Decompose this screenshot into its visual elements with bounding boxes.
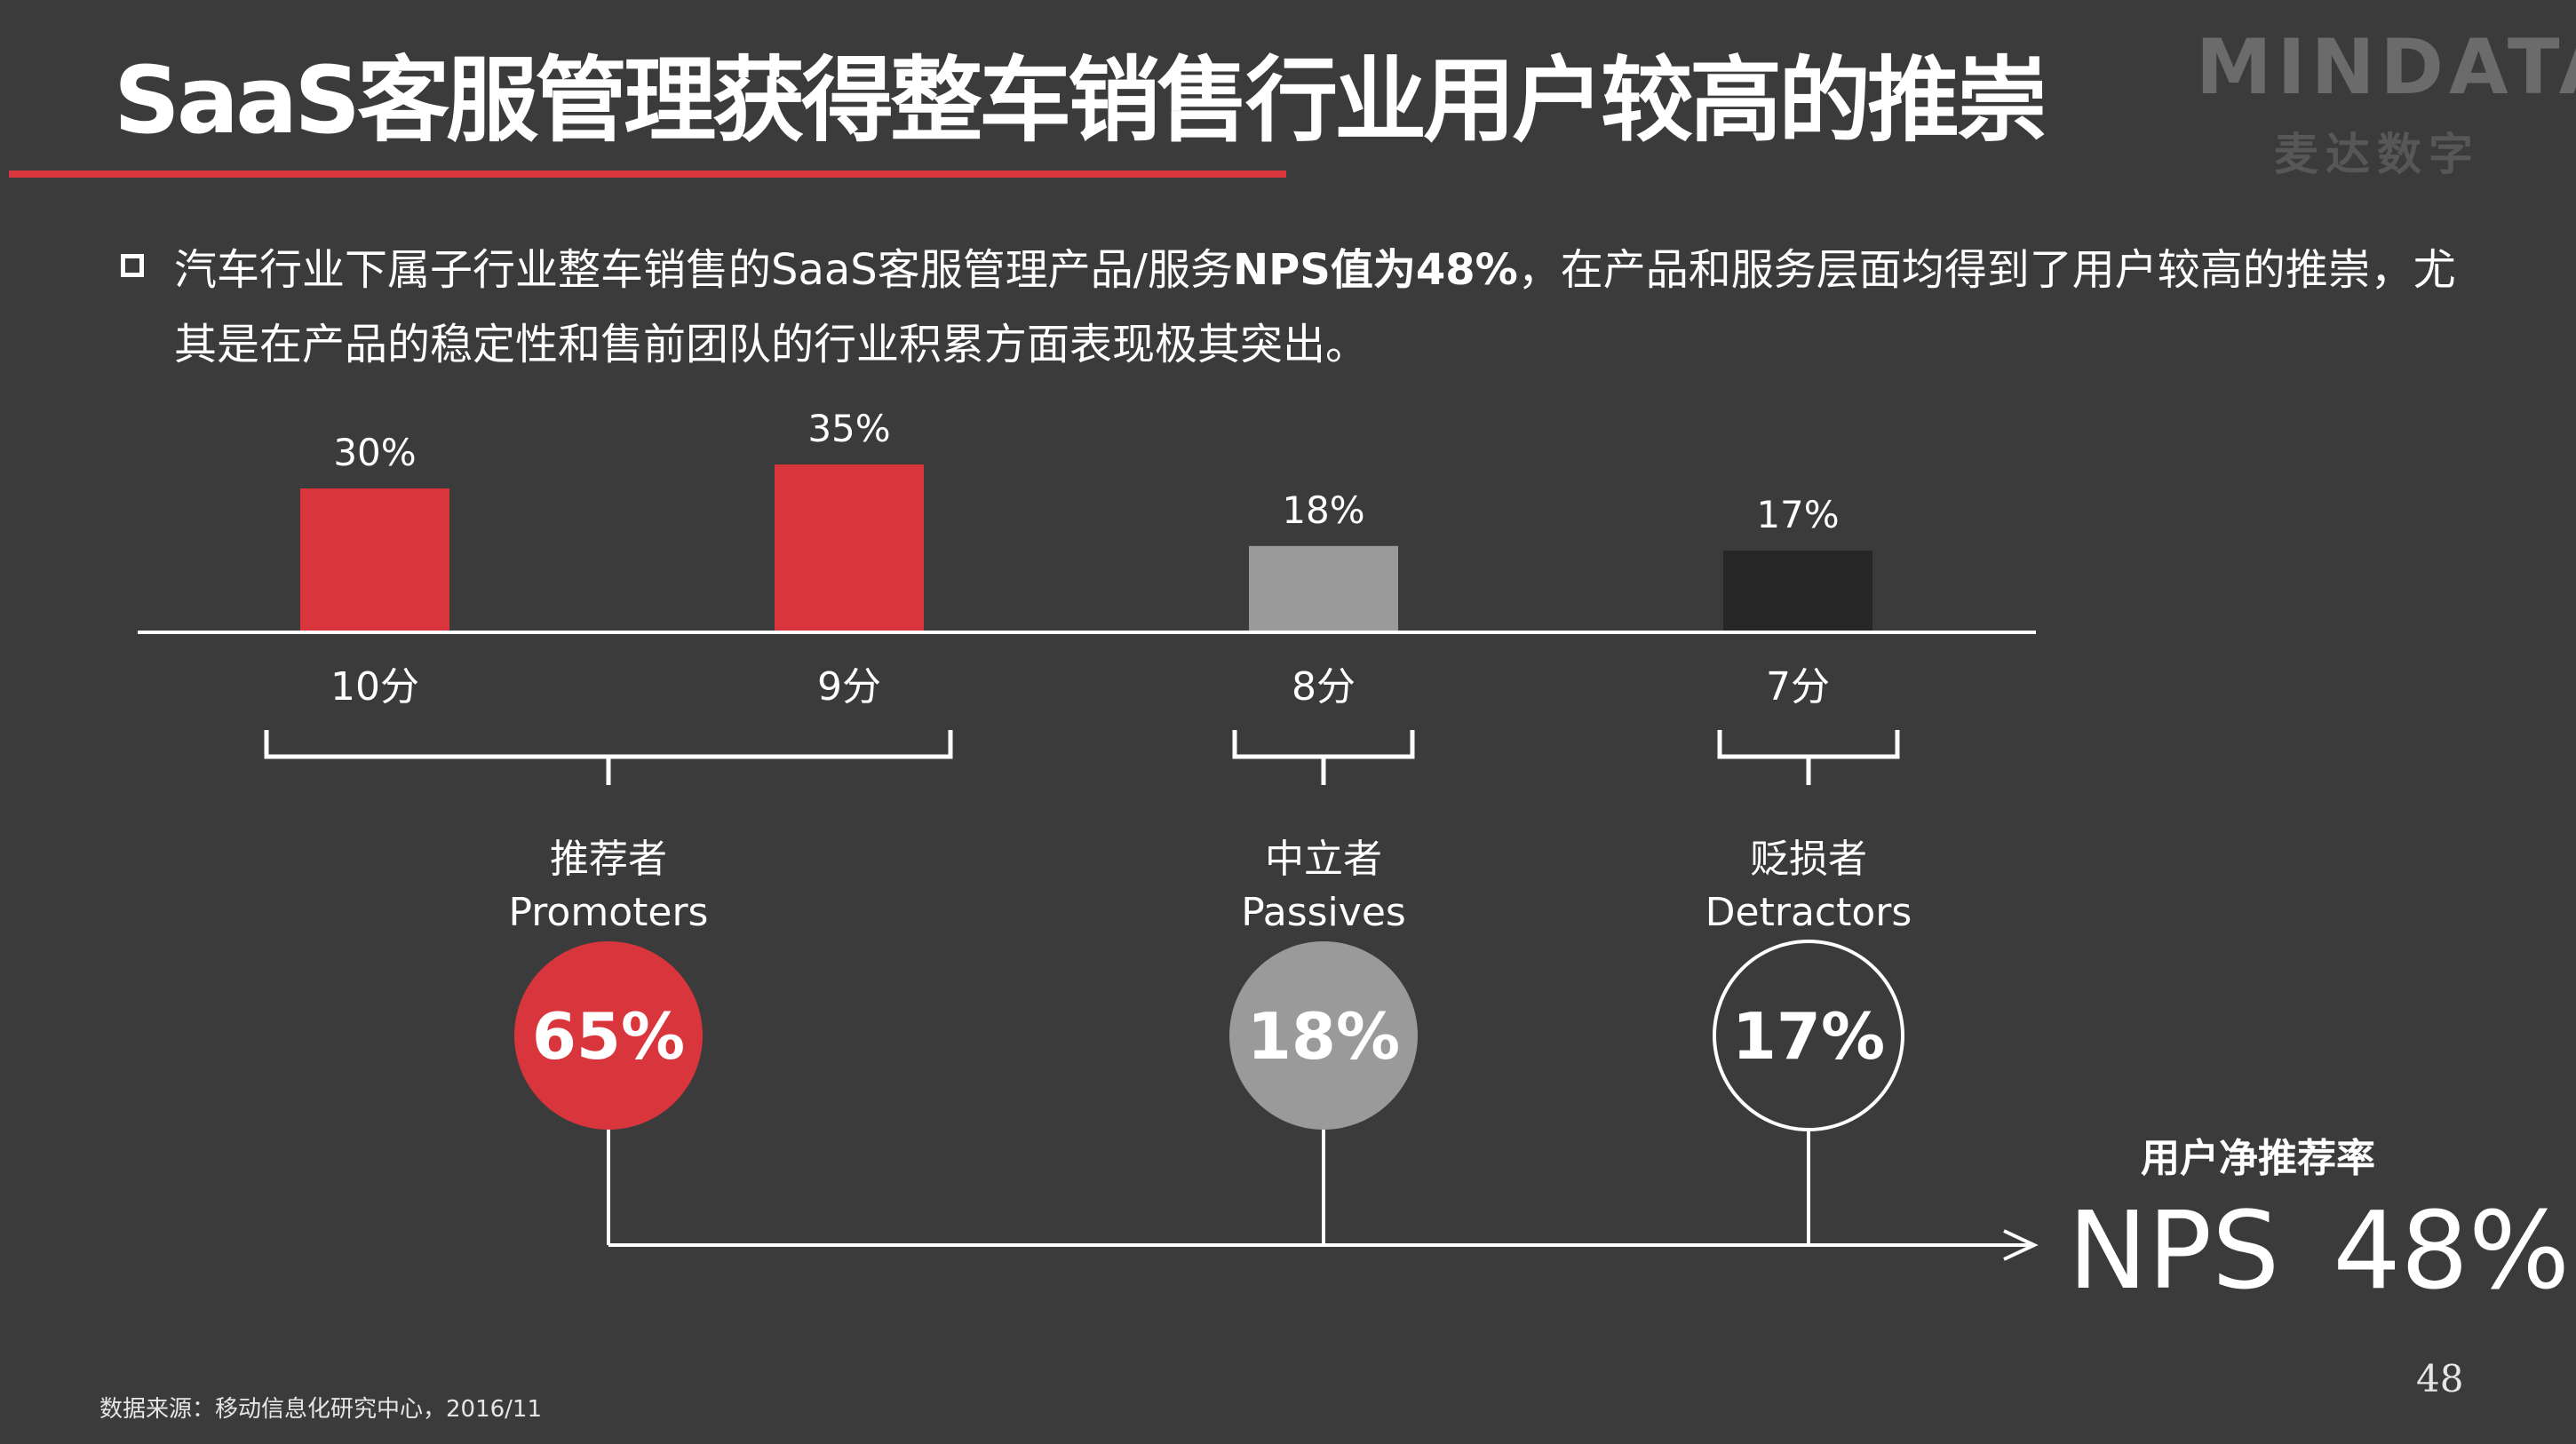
nps-label: NPS [2068,1190,2280,1313]
groups-layer: 推荐者 Promoters 65% 中立者 Passives 18% 贬损者 Detracto… [509,837,1912,1131]
summary-text-bold: NPS值为48% [1232,245,1518,295]
group-bracket-1 [264,730,953,785]
summary-text-pre: 汽车行业下属子行业整车销售的SaaS客服管理产品/服务 [174,245,1233,295]
group-share-circle [1229,941,1418,1130]
bar-1 [300,488,449,632]
flow-lines [607,1130,2039,1261]
page-number: 48 [2416,1357,2464,1400]
brackets-layer [264,730,1900,785]
group-name-en: Detractors [1705,890,1912,935]
bullet-square-icon [121,254,144,277]
category-label: 9分 [817,664,881,710]
mindata-logo: MINDATA [2196,23,2576,112]
bar-value-label: 35% [807,407,890,450]
group-name-cn: 贬损者 [1750,837,1867,882]
mindata-logo-subtext: 麦达数字 [2274,129,2480,180]
nps-value: 48% [2333,1190,2571,1313]
group-name-cn: 推荐者 [550,837,667,882]
group-name-en: Passives [1241,890,1406,935]
nps-caption: 用户净推荐率 [2141,1136,2375,1181]
nps-result: NPS 48% [2068,1190,2570,1313]
summary-paragraph: 汽车行业下属子行业整车销售的SaaS客服管理产品/服务NPS值为48%，在产品和… [174,233,2484,382]
bar-value-label: 18% [1282,488,1364,532]
bar-value-label: 30% [333,431,416,474]
bars-layer: 30% 10分 35% 9分 18% 8分 17% 7分 [300,407,1872,710]
data-source: 数据来源：移动信息化研究中心，2016/11 [99,1396,543,1423]
title-underline [9,171,1286,178]
arrow-right-icon [2003,1229,2039,1261]
group-share-value: 65% [532,999,685,1074]
group-bracket-2 [1232,730,1415,785]
group-share-value: 17% [1732,999,1885,1074]
bar-value-label: 17% [1756,493,1839,536]
category-label: 7分 [1766,664,1830,710]
bar-3 [1249,545,1398,632]
bar-4 [1723,551,1872,632]
category-label: 10分 [330,664,419,710]
page-title: SaaS客服管理获得整车销售行业用户较高的推崇 [114,46,2048,155]
group-name-en: Promoters [509,890,709,935]
category-label: 8分 [1292,664,1356,710]
group-name-cn: 中立者 [1265,837,1382,882]
group-share-value: 18% [1247,999,1400,1074]
summary-text-post: ，在产品和服务层面均得到了用户较高的推崇，尤其是在产品的稳定性和售前团队的行业积… [174,245,2456,369]
group-bracket-3 [1717,730,1900,785]
group-share-circle [514,941,703,1130]
bar-2 [775,464,924,632]
